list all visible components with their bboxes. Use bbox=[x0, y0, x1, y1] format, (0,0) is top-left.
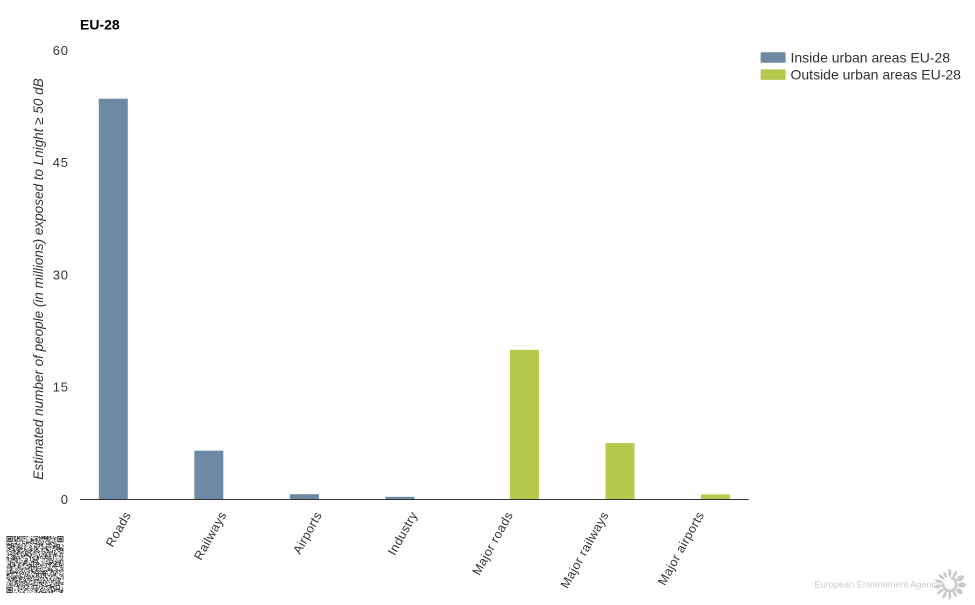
svg-text:15: 15 bbox=[53, 380, 69, 395]
svg-text:Inside urban areas EU-28: Inside urban areas EU-28 bbox=[791, 49, 951, 65]
svg-text:Estimated number of people (in: Estimated number of people (in millions)… bbox=[31, 78, 46, 479]
svg-text:45: 45 bbox=[53, 155, 69, 170]
svg-text:30: 30 bbox=[53, 267, 69, 282]
svg-text:Outside urban areas EU-28: Outside urban areas EU-28 bbox=[791, 67, 962, 83]
svg-text:0: 0 bbox=[61, 492, 69, 507]
svg-text:European Environment Agency: European Environment Agency bbox=[815, 580, 942, 590]
svg-text:EU-28: EU-28 bbox=[80, 17, 120, 33]
svg-text:60: 60 bbox=[53, 43, 69, 58]
